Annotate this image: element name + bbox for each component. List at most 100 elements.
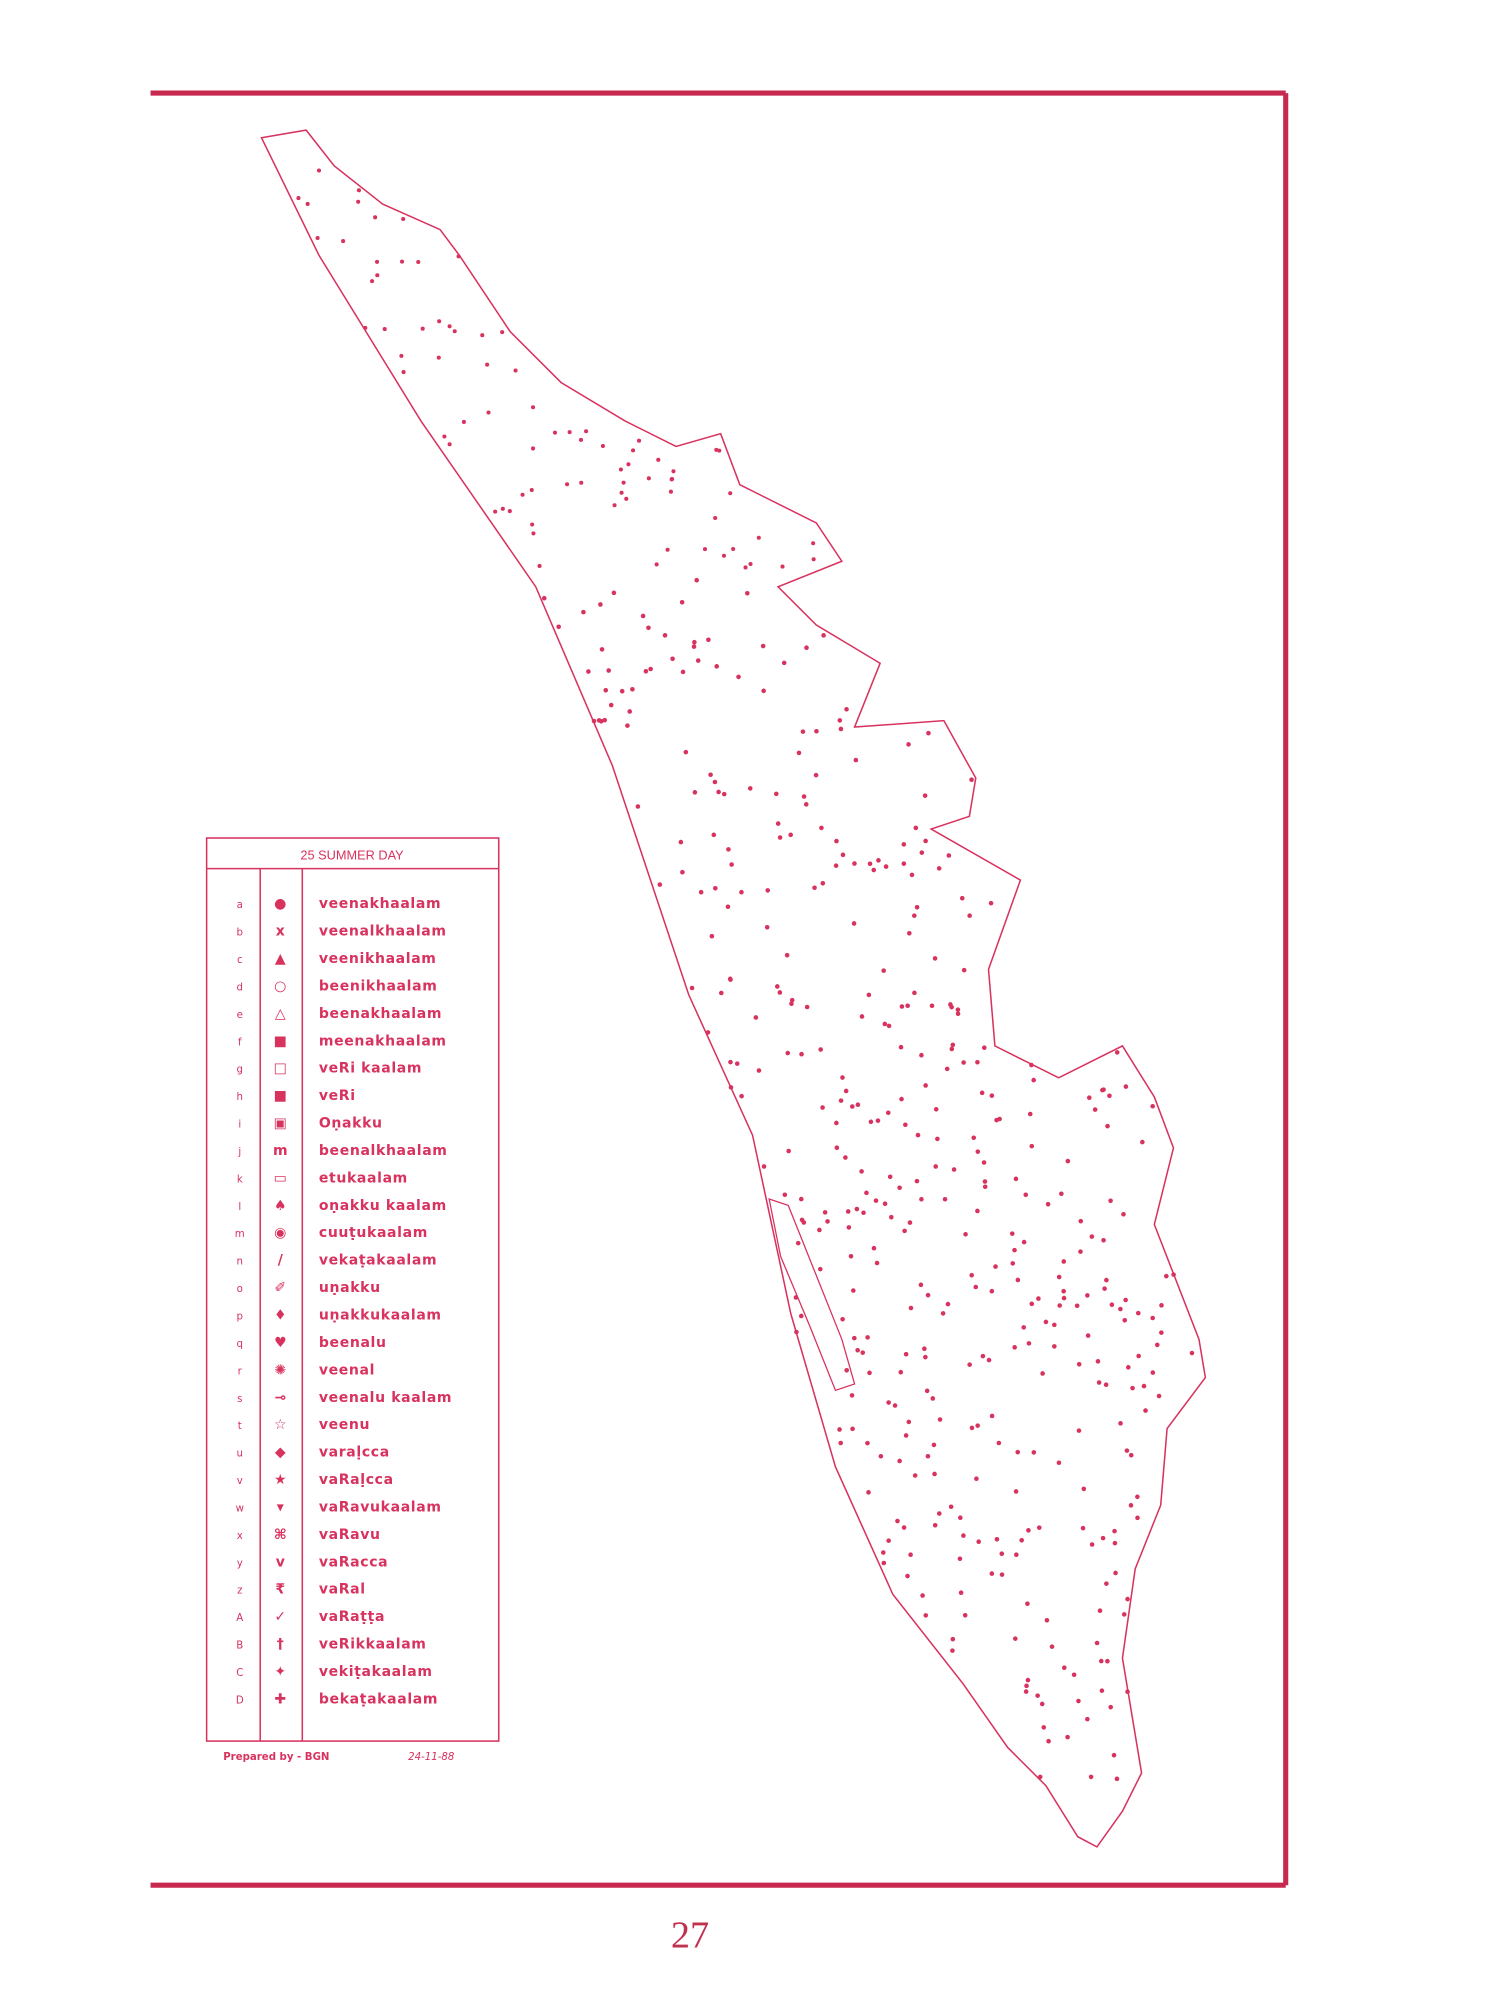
legend-symbol: ▭ <box>274 1170 288 1186</box>
map-symbol <box>717 448 722 453</box>
legend-symbol: ◉ <box>274 1225 287 1241</box>
map-symbol <box>919 850 925 855</box>
map-symbol <box>1159 1330 1164 1335</box>
map-symbol <box>712 779 718 785</box>
map-symbol <box>530 522 535 527</box>
map-symbol <box>949 1046 955 1052</box>
map-symbol <box>996 1440 1002 1446</box>
map-symbol <box>958 1590 964 1596</box>
legend-row: s ⊸ veenalu kaalam <box>237 1390 451 1406</box>
map-symbol <box>373 215 378 220</box>
map-symbol <box>1024 1683 1029 1689</box>
map-symbol <box>981 1160 987 1165</box>
legend-symbol: △ <box>275 1006 286 1022</box>
map-symbol <box>845 1209 851 1214</box>
map-symbol <box>901 861 907 866</box>
map-symbol <box>1108 1704 1114 1710</box>
map-symbol <box>621 480 626 485</box>
map-symbol <box>834 1145 840 1150</box>
legend-row: B † veRikkaalam <box>236 1637 426 1653</box>
map-symbol <box>761 688 766 694</box>
map-symbol <box>565 482 570 487</box>
map-symbol <box>1089 1542 1095 1547</box>
map-symbol <box>948 1504 954 1510</box>
map-symbol <box>1105 1658 1110 1664</box>
map-symbol <box>986 1357 992 1363</box>
map-symbol <box>906 742 911 747</box>
map-symbol <box>950 1636 956 1642</box>
map-symbol <box>936 866 942 871</box>
map-symbol <box>1029 1143 1035 1149</box>
map-symbol <box>1150 1370 1156 1375</box>
map-symbol <box>1013 1489 1019 1494</box>
map-symbol <box>1164 1273 1169 1279</box>
map-symbol <box>855 1102 861 1108</box>
legend-code: q <box>237 1339 243 1350</box>
map-symbol <box>867 1370 872 1376</box>
map-symbol <box>913 825 919 831</box>
map-symbol <box>461 419 466 424</box>
map-symbol <box>447 442 452 447</box>
map-symbol <box>1125 1689 1130 1695</box>
legend-term: veRikkaalam <box>319 1637 427 1653</box>
legend-term: oṇakku kaalam <box>319 1198 447 1214</box>
map-symbol <box>1027 1111 1033 1117</box>
map-symbol <box>1135 1515 1140 1521</box>
legend-code: e <box>237 1010 243 1021</box>
map-symbol <box>1089 1234 1095 1239</box>
map-symbol <box>416 259 421 265</box>
map-symbol <box>705 1030 711 1035</box>
page-frame <box>150 90 1289 1888</box>
map-symbol <box>897 1458 902 1464</box>
map-symbol <box>493 509 498 514</box>
legend-code: w <box>236 1503 244 1514</box>
map-symbol <box>624 496 629 501</box>
map-symbol <box>897 1185 902 1191</box>
map-symbol <box>680 669 686 675</box>
map-symbol <box>923 1083 928 1088</box>
map-symbol <box>363 325 368 330</box>
legend-symbol: ⌘ <box>274 1527 288 1543</box>
map-symbol <box>899 1096 904 1102</box>
map-symbol <box>811 557 816 562</box>
map-symbol <box>753 1015 759 1020</box>
map-symbol <box>919 1196 924 1202</box>
map-symbol <box>975 1208 980 1214</box>
map-symbol <box>786 1148 791 1154</box>
map-symbol <box>507 509 512 514</box>
map-symbol <box>728 491 733 496</box>
map-symbol <box>880 1550 886 1555</box>
map-symbol <box>975 1059 980 1065</box>
map-symbol <box>765 888 771 893</box>
legend-symbol: ▾ <box>277 1499 285 1515</box>
map-symbol <box>931 1442 937 1448</box>
legend-code: f <box>238 1037 242 1048</box>
legend-code: k <box>237 1174 243 1185</box>
map-symbol <box>636 438 642 443</box>
legend-term: vaRaḷcca <box>319 1472 394 1488</box>
map-symbol <box>442 434 447 439</box>
legend-code: m <box>235 1229 245 1240</box>
map-symbol <box>1044 1617 1050 1623</box>
legend-symbol: ◆ <box>275 1445 286 1461</box>
map-symbol <box>834 1120 839 1126</box>
map-symbol <box>567 430 572 435</box>
legend-code: t <box>238 1421 242 1432</box>
legend-code: l <box>238 1202 241 1213</box>
map-symbol <box>1123 1297 1128 1303</box>
map-symbol <box>436 355 441 360</box>
legend-term: beenakhaalam <box>319 1006 442 1022</box>
map-symbol <box>603 688 609 693</box>
map-symbol <box>729 862 734 867</box>
map-symbol <box>399 353 404 358</box>
legend-code: B <box>236 1641 243 1652</box>
map-symbol <box>796 750 802 756</box>
map-symbol <box>760 643 766 649</box>
map-symbol <box>315 235 320 241</box>
legend: 25 SUMMER DAY a ● veenakhaalam b x veenalkhaa… <box>205 837 500 1763</box>
map-symbol <box>937 1417 943 1422</box>
legend-term: beenikhaalam <box>319 978 438 994</box>
map-symbol <box>665 547 670 552</box>
map-symbol <box>578 437 584 442</box>
